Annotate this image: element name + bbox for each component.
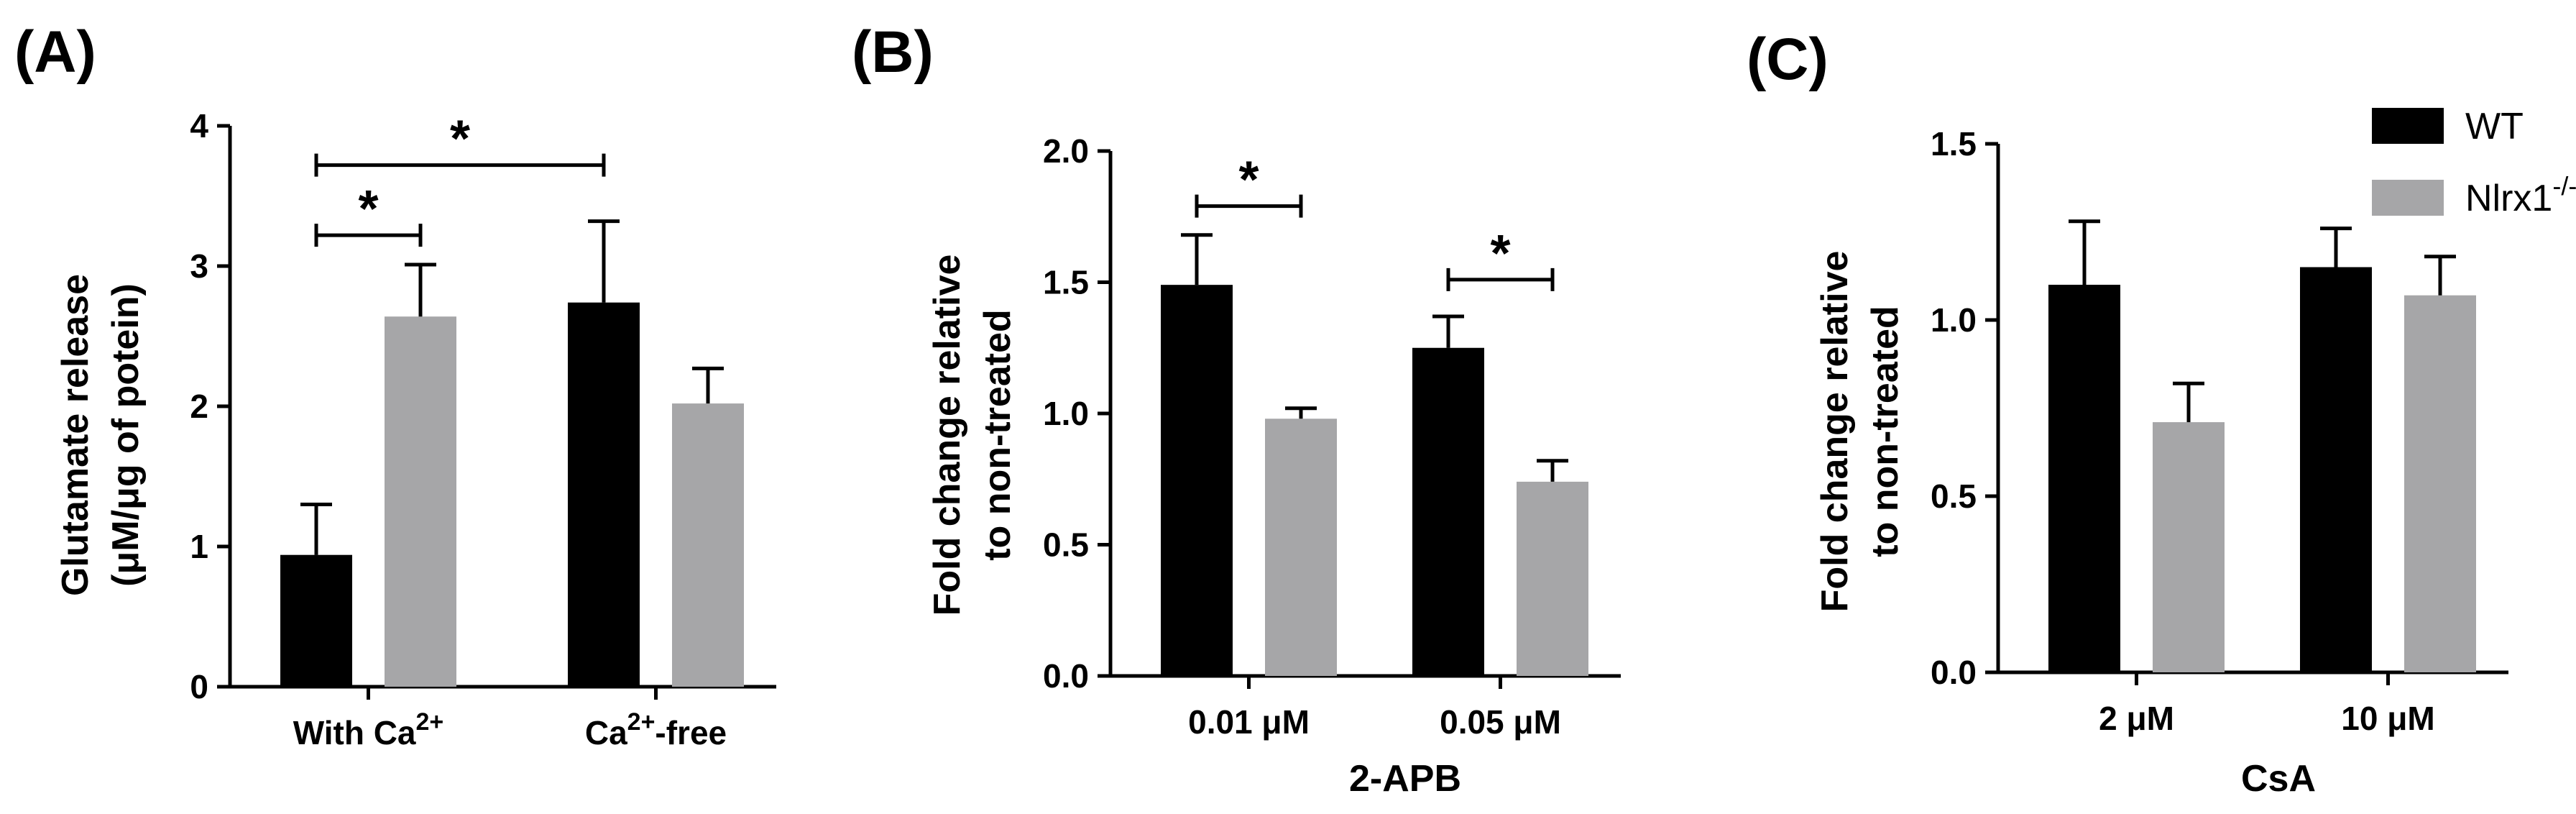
error-bar [2424,255,2456,296]
x-tick-label: 0.01 μM [1188,703,1310,741]
x-axis-title: CsA [2241,758,2316,800]
error-bar [405,262,436,317]
y-tick-label: 0 [190,668,208,705]
y-tick-label: 2.0 [1043,132,1089,170]
error-bar [692,366,724,404]
significance-star: * [1490,225,1510,283]
x-tick-label: 0.05 μM [1440,703,1561,741]
bar [2048,285,2120,672]
legend-label-wt: WT [2465,106,2524,147]
x-tick-label: Ca2+-free [585,708,727,751]
x-tick-label: With Ca2+ [293,708,444,751]
bar [1412,347,1484,676]
bar [1161,285,1233,676]
legend-swatch-wt [2372,108,2444,144]
panel-label-c: (C) [1747,27,1828,92]
legend: WT Nlrx1-/- [2372,106,2576,219]
bar [2153,422,2225,672]
error-bar [1537,459,1568,482]
y-tick-label: 3 [190,247,208,285]
panel-a-marks: 0 1 2 3 4 With Ca2+ Ca2+-free * * [190,107,776,751]
y-axis-title-line2: to non-treated [1864,306,1906,557]
y-axis-title-line2: to non-treated [977,309,1018,561]
significance-bracket [1195,194,1303,218]
bar [568,302,640,687]
x-axis-title: 2-APB [1349,758,1461,800]
y-axis-title-line2: (μM/μg of potein) [105,283,147,587]
y-tick-label: 0.0 [1931,654,1977,691]
y-axis-title-line1: Fold change relative [1814,251,1856,613]
y-tick-label: 1.0 [1931,301,1977,339]
error-bar [300,503,332,555]
panel-label-a: (A) [14,19,96,85]
bar [2404,295,2476,672]
panel-c: (C) Fold change relative to non-treated … [1747,27,2508,800]
bar [1517,481,1588,676]
y-tick-label: 0.5 [1931,477,1977,515]
error-bar [1181,233,1213,285]
panel-b-marks: 0.0 0.5 1.0 1.5 2.0 0.01 μM 0.05 μM * * [1043,132,1621,741]
significance-bracket [1446,267,1555,291]
y-tick-label: 2 [190,388,208,425]
y-axis-title-line1: Glutamate release [55,274,96,596]
error-bar [1432,314,1464,348]
panel-c-marks: 0.0 0.5 1.0 1.5 2 μM 10 μM [1931,125,2508,737]
y-tick-label: 1 [190,528,208,565]
bar [2300,267,2372,672]
y-tick-label: 0.0 [1043,657,1089,695]
bar [385,316,456,687]
significance-bracket [314,153,606,177]
error-bar [588,219,620,303]
y-tick-label: 1.5 [1931,125,1977,163]
x-tick-label: 10 μM [2341,700,2434,737]
bar [1265,419,1337,676]
error-bar [1285,406,1317,419]
significance-star: * [450,111,470,168]
y-tick-label: 0.5 [1043,526,1089,564]
legend-label-nlrx1: Nlrx1-/- [2465,171,2576,219]
panel-label-b: (B) [852,19,934,85]
error-bar [2173,381,2204,423]
significance-bracket [314,224,423,247]
x-tick-label: 2 μM [2099,700,2174,737]
y-axis-title-line1: Fold change relative [926,255,968,616]
bar [280,554,352,687]
error-bar [2069,219,2100,285]
panel-a: (A) Glutamate release (μM/μg of potein) … [14,19,776,751]
significance-star: * [1238,152,1259,209]
y-tick-label: 4 [190,107,208,145]
significance-star: * [358,180,378,238]
legend-swatch-nlrx1 [2372,180,2444,216]
bar [672,403,744,687]
error-bar [2320,227,2352,267]
y-tick-label: 1.0 [1043,395,1089,432]
y-tick-label: 1.5 [1043,264,1089,301]
panel-b: (B) Fold change relative to non-treated … [852,19,1621,800]
